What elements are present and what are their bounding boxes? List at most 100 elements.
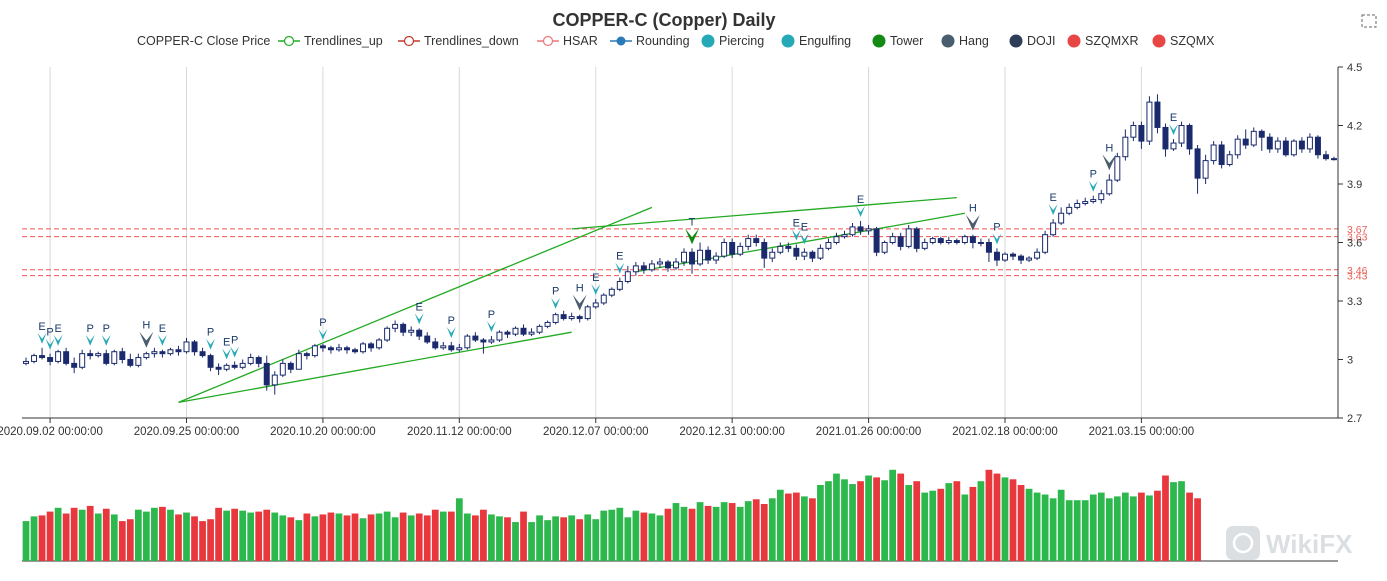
volume-bar bbox=[648, 513, 656, 561]
marker-label: E bbox=[223, 336, 230, 348]
candle bbox=[151, 347, 158, 358]
volume-bar bbox=[953, 481, 961, 561]
marker-arrow bbox=[791, 229, 801, 241]
candle bbox=[255, 355, 262, 368]
marker-piercing: P bbox=[85, 323, 95, 346]
candle-body bbox=[23, 360, 29, 364]
candle-body bbox=[624, 271, 631, 282]
volume-bar bbox=[134, 509, 142, 561]
candle-body bbox=[440, 345, 447, 349]
candle-body bbox=[472, 335, 479, 341]
x-tick-label: 2020.12.07 00:00:00 bbox=[543, 426, 649, 438]
candle bbox=[1178, 121, 1185, 147]
candle bbox=[1266, 133, 1273, 153]
candle bbox=[183, 338, 190, 354]
candle bbox=[480, 338, 487, 354]
volume-bar bbox=[78, 509, 86, 561]
candle-body bbox=[857, 226, 864, 232]
volume-bar bbox=[455, 498, 463, 561]
candle bbox=[761, 238, 768, 268]
marker-arrow bbox=[572, 294, 587, 311]
volume-bar bbox=[640, 512, 648, 561]
marker-label: P bbox=[552, 286, 559, 298]
volume-bar bbox=[720, 502, 728, 561]
candle bbox=[905, 224, 912, 249]
candle bbox=[167, 347, 174, 356]
candle-body bbox=[87, 353, 94, 357]
volume-bar bbox=[1113, 496, 1121, 561]
candlestick-series bbox=[23, 94, 1337, 395]
candle-body bbox=[713, 255, 720, 261]
candle bbox=[1194, 145, 1201, 194]
volume-bar bbox=[488, 514, 495, 561]
marker-engulfing: E bbox=[1048, 192, 1058, 216]
candle bbox=[95, 351, 102, 358]
marker-label: H bbox=[1105, 142, 1113, 154]
candle-body bbox=[777, 245, 784, 253]
y-tick-label: 3 bbox=[1347, 355, 1353, 367]
volume-bar bbox=[159, 506, 166, 561]
volume-bar bbox=[833, 473, 840, 561]
restore-icon[interactable] bbox=[1361, 14, 1377, 28]
candle bbox=[47, 353, 54, 366]
candle bbox=[841, 230, 848, 239]
volume-bar bbox=[568, 515, 576, 561]
candle-body bbox=[945, 240, 952, 244]
x-tick-label: 2020.12.31 00:00:00 bbox=[679, 426, 785, 438]
candle-body bbox=[953, 240, 960, 244]
marker-arrow bbox=[591, 284, 601, 296]
volume-bar bbox=[688, 508, 696, 561]
volume-bar bbox=[632, 510, 640, 561]
volume-bar bbox=[528, 522, 535, 561]
marker-arrow bbox=[992, 233, 1002, 245]
candle-body bbox=[151, 351, 158, 355]
trendline-up bbox=[571, 197, 957, 230]
candle bbox=[504, 330, 511, 339]
candle bbox=[600, 293, 607, 305]
candle bbox=[408, 326, 415, 337]
volume-bar bbox=[865, 475, 872, 561]
candle-body bbox=[344, 347, 350, 351]
volume-bar bbox=[905, 485, 913, 561]
volume-bar bbox=[118, 521, 126, 561]
candle-body bbox=[640, 265, 647, 271]
candle-body bbox=[1018, 255, 1025, 261]
candle bbox=[1002, 252, 1008, 262]
candle-body bbox=[600, 294, 607, 304]
candle bbox=[785, 242, 792, 253]
volume-bar bbox=[183, 512, 190, 561]
candle-body bbox=[159, 351, 166, 355]
candle-body bbox=[207, 355, 214, 368]
volume-bar bbox=[592, 519, 600, 561]
candle-body bbox=[961, 236, 968, 243]
candle bbox=[713, 252, 720, 264]
marker-arrow bbox=[1102, 154, 1117, 171]
grid bbox=[49, 67, 1142, 418]
candle bbox=[969, 234, 976, 249]
candle bbox=[1226, 150, 1233, 167]
candle bbox=[295, 349, 302, 370]
candle bbox=[817, 244, 824, 261]
candle-body bbox=[368, 343, 375, 349]
candle-body bbox=[673, 261, 679, 269]
candle bbox=[1058, 207, 1065, 225]
candle-body bbox=[327, 347, 334, 351]
candle bbox=[215, 363, 222, 376]
marker-piercing: P bbox=[446, 315, 456, 338]
marker-arrow bbox=[1088, 180, 1098, 192]
candle bbox=[769, 248, 776, 262]
marker-label: P bbox=[488, 309, 495, 321]
volume-bar bbox=[841, 479, 848, 561]
candle bbox=[352, 347, 358, 354]
marker-label: E bbox=[801, 221, 808, 233]
hsar-label: 3.46 bbox=[1347, 265, 1368, 277]
candle-body bbox=[231, 364, 238, 368]
candle-body bbox=[648, 263, 655, 271]
volume-series bbox=[22, 469, 1338, 562]
candle bbox=[247, 353, 254, 366]
marker-label: P bbox=[231, 334, 238, 346]
candle-body bbox=[833, 236, 840, 243]
volume-bar bbox=[415, 513, 423, 561]
legend-dot bbox=[616, 36, 626, 46]
candle-body bbox=[504, 331, 511, 335]
